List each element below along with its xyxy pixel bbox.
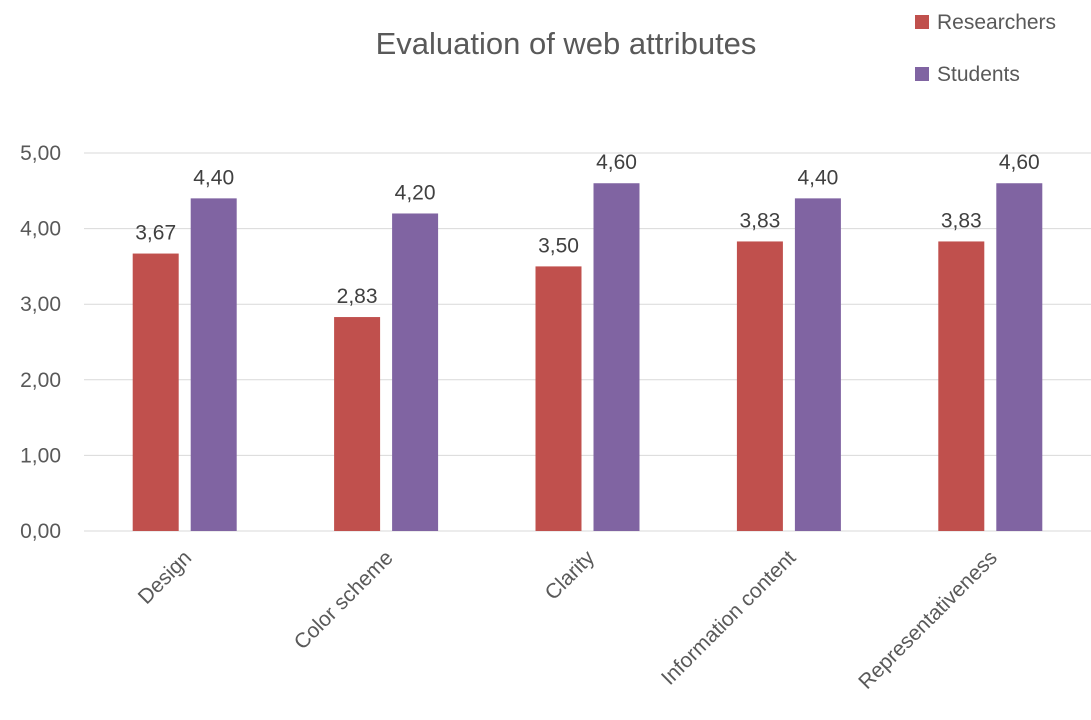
x-tick-label: Color scheme: [290, 546, 398, 654]
bar-students: [794, 198, 841, 532]
bar-researchers: [736, 241, 783, 531]
bar-researchers: [132, 253, 179, 531]
y-tick-label: 5,00: [20, 142, 61, 165]
y-axis: 0,00 1,00 2,00 3,00 4,00 5,00: [20, 142, 61, 543]
data-label: 4,40: [193, 166, 234, 189]
chart-title: Evaluation of web attributes: [376, 26, 757, 61]
data-label: 3,83: [739, 209, 780, 232]
bar-students: [593, 183, 640, 532]
bar-researchers: [535, 266, 582, 531]
legend-label: Students: [937, 63, 1020, 86]
data-label: 2,83: [337, 285, 378, 308]
legend-swatch: [915, 67, 929, 81]
bar-researchers: [938, 241, 985, 531]
legend-swatch: [915, 15, 929, 29]
y-tick-label: 3,00: [20, 293, 61, 316]
bar-students: [996, 183, 1043, 532]
data-label: 3,83: [941, 209, 982, 232]
legend-label: Researchers: [937, 11, 1056, 34]
x-tick-label: Information content: [657, 546, 800, 689]
bar-students: [392, 213, 439, 532]
bar-students: [190, 198, 237, 532]
data-labels: 3,67 4,40 2,83 4,20 3,50 4,60 3,83 4,40 3,83 4,60: [135, 151, 1039, 308]
x-axis: Design Color scheme Clarity Information con…: [134, 546, 1002, 694]
data-label: 3,67: [135, 222, 176, 245]
data-label: 4,60: [596, 151, 637, 174]
x-tick-label: Design: [134, 546, 196, 608]
gridlines: [84, 152, 1091, 532]
bars: [132, 183, 1043, 532]
x-tick-label: Clarity: [541, 546, 600, 605]
legend: Researchers Students: [915, 11, 1056, 86]
y-tick-label: 1,00: [20, 444, 61, 467]
data-label: 4,40: [797, 166, 838, 189]
x-tick-label: Representativeness: [854, 546, 1002, 694]
bar-researchers: [334, 317, 381, 531]
y-tick-label: 0,00: [20, 520, 61, 543]
y-tick-label: 4,00: [20, 218, 61, 241]
data-label: 3,50: [538, 234, 579, 257]
data-label: 4,60: [999, 151, 1040, 174]
data-label: 4,20: [395, 181, 436, 204]
y-tick-label: 2,00: [20, 369, 61, 392]
